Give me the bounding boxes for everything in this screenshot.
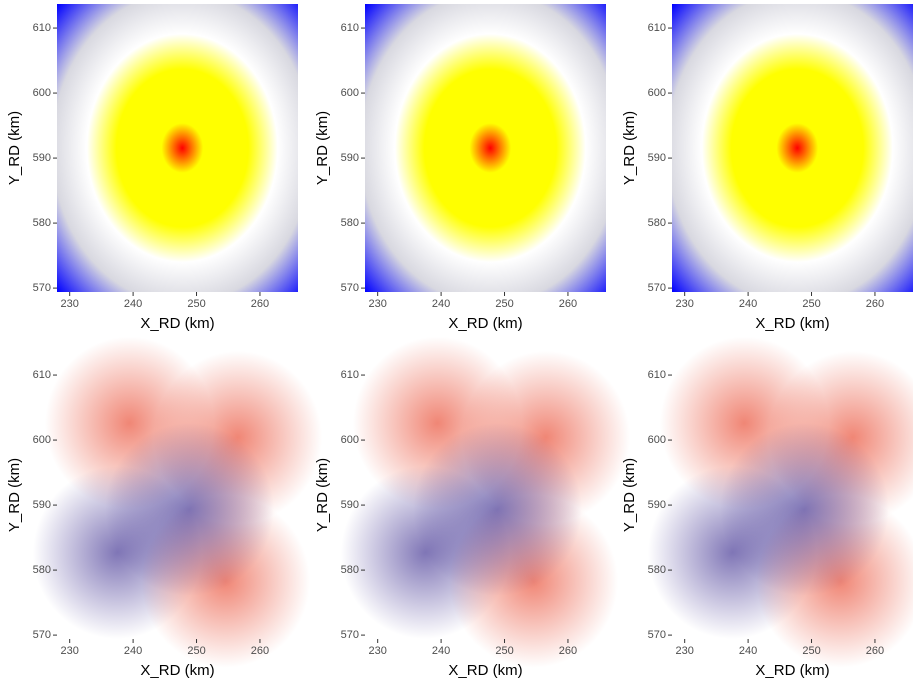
y-tick-label: 590 [341,499,359,511]
x-tick-label: 230 [369,298,387,310]
x-tick-label: 240 [432,298,450,310]
x-tick-label: 230 [676,298,694,310]
y-tick-label: 590 [33,152,51,164]
x-tick-label: 250 [802,298,820,310]
x-tick-label: 250 [187,645,205,657]
x-tick-label: 260 [559,298,577,310]
x-tick-label: 240 [739,645,757,657]
y-tick-label: 610 [648,369,666,381]
x-tick-label: 260 [866,298,884,310]
heatmap-field [57,4,298,292]
y-tick-label: 570 [33,629,51,641]
y-axis-label: Y_RD (km) [314,458,331,532]
y-tick-label: 580 [341,217,359,229]
x-axis-label: X_RD (km) [448,662,522,679]
y-axis-label: Y_RD (km) [314,111,331,185]
x-tick-label: 260 [866,645,884,657]
heatmap-blob [105,423,274,596]
x-axis-label: X_RD (km) [755,662,829,679]
y-tick-label: 600 [341,87,359,99]
y-tick-label: 610 [341,369,359,381]
y-tick-label: 580 [341,564,359,576]
heatmap-field [672,4,913,292]
x-axis-label: X_RD (km) [140,315,214,332]
y-tick-label: 570 [648,282,666,294]
y-tick-label: 590 [341,152,359,164]
y-tick-label: 570 [33,282,51,294]
x-tick-label: 260 [559,645,577,657]
x-tick-label: 230 [369,645,387,657]
x-tick-label: 250 [495,298,513,310]
heatmap-field [365,4,606,292]
y-tick-label: 580 [648,564,666,576]
y-tick-label: 570 [648,629,666,641]
y-axis-label: Y_RD (km) [6,458,23,532]
x-tick-label: 230 [61,298,79,310]
x-tick-label: 240 [432,645,450,657]
heatmap-blob [720,423,889,596]
y-tick-label: 600 [648,87,666,99]
y-tick-label: 590 [648,499,666,511]
y-tick-label: 570 [341,282,359,294]
y-axis-label: Y_RD (km) [621,111,638,185]
y-axis-label: Y_RD (km) [6,111,23,185]
x-tick-label: 250 [802,645,820,657]
y-tick-label: 600 [341,434,359,446]
x-tick-label: 240 [739,298,757,310]
y-tick-label: 580 [33,564,51,576]
y-tick-label: 590 [33,499,51,511]
y-tick-label: 600 [33,434,51,446]
y-tick-label: 610 [33,369,51,381]
y-tick-label: 600 [648,434,666,446]
x-tick-label: 240 [124,645,142,657]
y-tick-label: 610 [341,22,359,34]
x-tick-label: 260 [251,298,269,310]
y-tick-label: 580 [648,217,666,229]
y-axis-label: Y_RD (km) [621,458,638,532]
y-tick-label: 610 [648,22,666,34]
x-tick-label: 230 [61,645,79,657]
x-axis-label: X_RD (km) [140,662,214,679]
y-tick-label: 590 [648,152,666,164]
x-tick-label: 260 [251,645,269,657]
x-tick-label: 230 [676,645,694,657]
y-tick-label: 600 [33,87,51,99]
x-axis-label: X_RD (km) [755,315,829,332]
y-tick-label: 610 [33,22,51,34]
y-tick-label: 570 [341,629,359,641]
x-axis-label: X_RD (km) [448,315,522,332]
heatmap-blob [413,423,582,596]
x-tick-label: 250 [187,298,205,310]
y-tick-label: 580 [33,217,51,229]
x-tick-label: 240 [124,298,142,310]
x-tick-label: 250 [495,645,513,657]
